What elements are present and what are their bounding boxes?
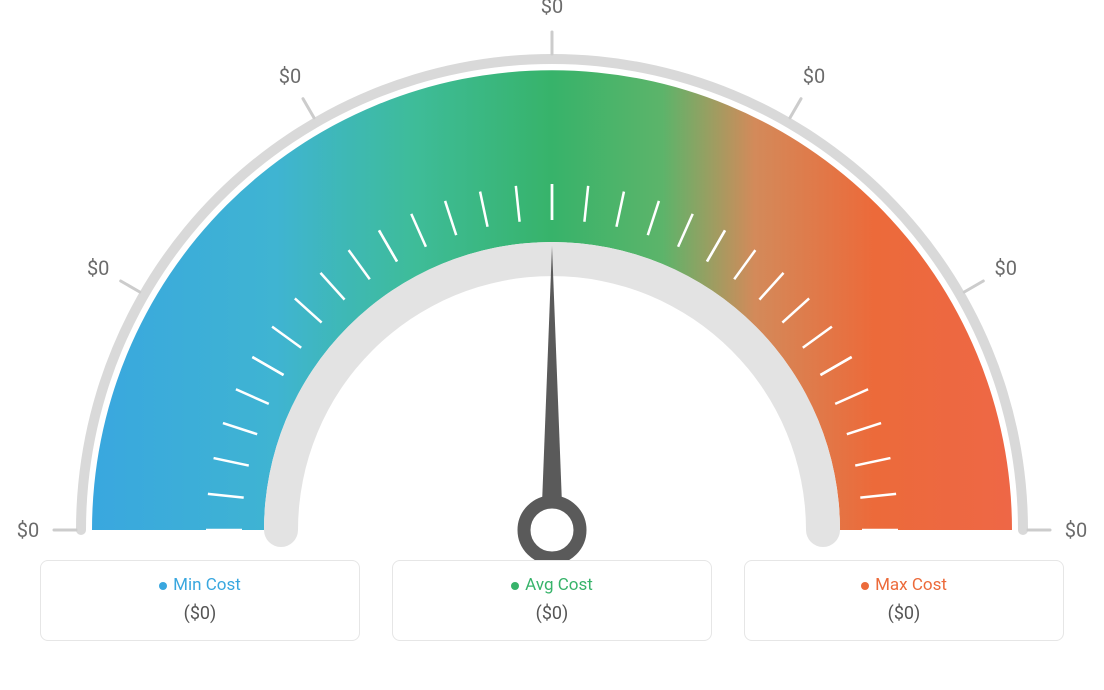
gauge: $0 $0 $0 $0 $0 $0 $0: [0, 0, 1104, 560]
legend-title-text: Min Cost: [173, 575, 241, 595]
gauge-chart-container: $0$0$0$0$0$0$0 Min Cost($0)Avg Cost($0)M…: [0, 0, 1104, 690]
legend-dot-icon: [159, 582, 167, 590]
tick-label: $0: [17, 518, 39, 542]
needle: [541, 246, 563, 530]
gauge-svg: [0, 0, 1104, 560]
legend-value: ($0): [763, 603, 1045, 624]
tick-label: $0: [541, 0, 563, 18]
major-tick: [303, 99, 314, 118]
legend-dot-icon: [511, 582, 519, 590]
major-tick: [121, 281, 140, 292]
legend-dot-icon: [861, 582, 869, 590]
tick-label: $0: [1065, 518, 1087, 542]
tick-label: $0: [803, 64, 825, 88]
needle-hub: [524, 502, 580, 558]
legend-title-text: Max Cost: [875, 575, 947, 595]
tick-label: $0: [995, 256, 1017, 280]
tick-label: $0: [279, 64, 301, 88]
legend: Min Cost ($0) Avg Cost ($0) Max Cost ($0): [0, 560, 1104, 641]
legend-card-max-cost: Max Cost ($0): [744, 560, 1064, 641]
tick-label: $0: [87, 256, 109, 280]
legend-value: ($0): [59, 603, 341, 624]
legend-title-text: Avg Cost: [525, 575, 593, 595]
legend-title: Max Cost: [763, 575, 1045, 595]
legend-card-avg-cost: Avg Cost ($0): [392, 560, 712, 641]
legend-card-min-cost: Min Cost ($0): [40, 560, 360, 641]
major-tick: [964, 281, 983, 292]
major-tick: [790, 99, 801, 118]
legend-title: Avg Cost: [411, 575, 693, 595]
legend-value: ($0): [411, 603, 693, 624]
inner-ring-cap: [264, 513, 298, 547]
inner-ring-cap: [806, 513, 840, 547]
legend-title: Min Cost: [59, 575, 341, 595]
